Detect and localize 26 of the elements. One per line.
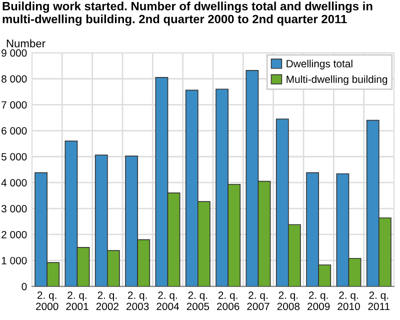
x-tick-label: 2. q. 2008 xyxy=(277,292,300,310)
y-tick-label: 2 000 xyxy=(2,230,27,238)
x-tick-label: 2. q. 2003 xyxy=(126,292,149,310)
x-tick-label: 2. q. 2002 xyxy=(96,292,118,310)
y-tick-label: 3 000 xyxy=(1,205,27,212)
y-tick-label: 9 000 xyxy=(2,49,27,57)
x-tick-label: 2. q. 2005 xyxy=(186,292,210,310)
y-axis-title: Number xyxy=(6,39,46,48)
y-tick-label: 6 000 xyxy=(2,127,27,135)
x-tick-label: 2. q. 2011 xyxy=(368,292,390,310)
y-tick-label: 5 000 xyxy=(1,153,27,160)
x-tick-label: 2. q. 2004 xyxy=(156,292,180,310)
x-tick-label: 2. q. 2010 xyxy=(338,292,360,310)
x-tick-label: 2. q. 2001 xyxy=(66,292,88,310)
legend-label: Dwellings total xyxy=(286,60,352,70)
legend-label: Multi-dwelling building xyxy=(286,75,388,86)
x-tick-label: 2. q. 2006 xyxy=(217,292,240,310)
y-tick-label: 0 xyxy=(22,282,27,290)
y-tick-label: 8 000 xyxy=(2,75,27,83)
y-tick-label: 1 000 xyxy=(2,256,27,264)
y-tick-label: 7 000 xyxy=(2,101,27,109)
x-tick-label: 2. q. 2000 xyxy=(36,292,58,310)
x-tick-label: 2. q. 2007 xyxy=(247,292,270,310)
y-tick-label: 4 000 xyxy=(1,179,27,186)
x-tick-label: 2. q. 2009 xyxy=(308,292,330,310)
chart-title: Building work started. Number of dwellings total and dwellings in multi-dwelling building. 2nd quarter 2000 to 2nd quarter 2011 xyxy=(2,2,372,26)
